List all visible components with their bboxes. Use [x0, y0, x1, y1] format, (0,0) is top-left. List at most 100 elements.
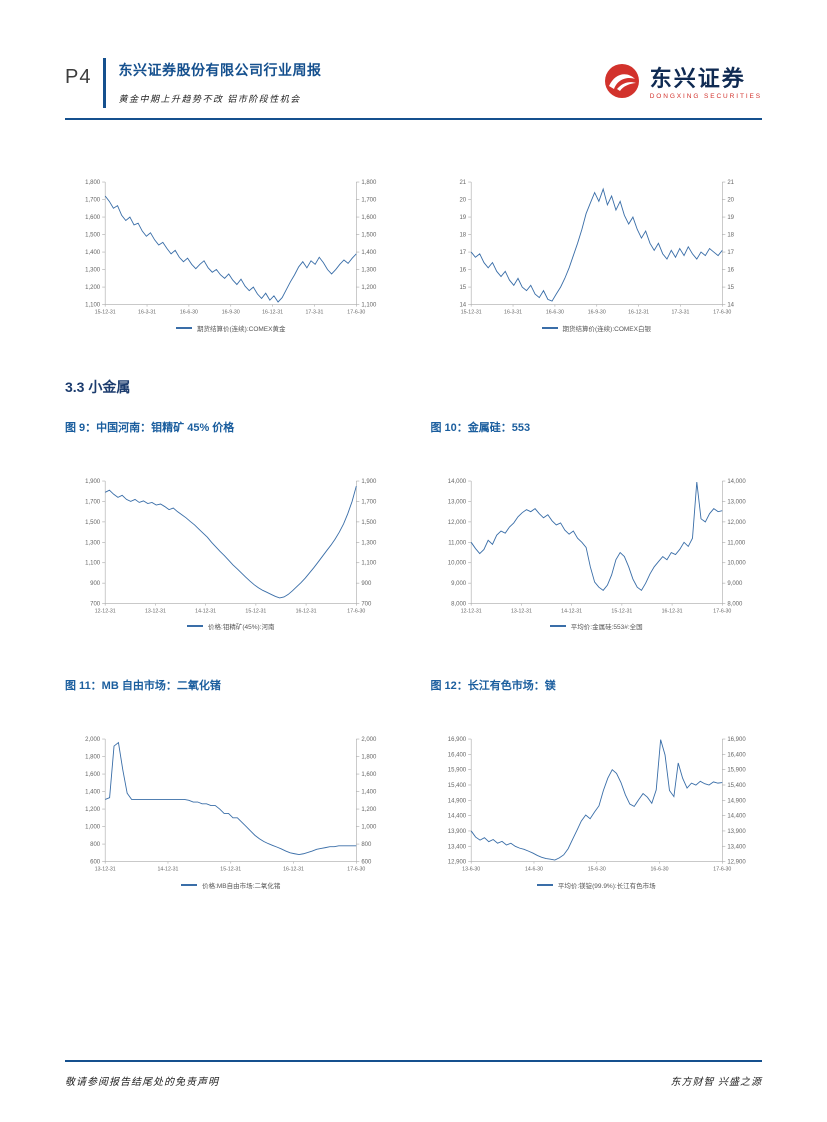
comex-silver-line-chart: 14 14 15 15 16 16 17 17 18 18 19 19 20 20 21 21 15-12-31…	[431, 174, 763, 321]
section-heading: 3.3 小金属	[65, 378, 131, 395]
svg-text:1,200: 1,200	[85, 285, 101, 291]
legend-line-icon	[549, 625, 566, 628]
footer-divider	[65, 1060, 762, 1062]
svg-text:14,400: 14,400	[447, 814, 466, 820]
svg-text:16-3-31: 16-3-31	[504, 310, 522, 316]
title-block: 东兴证券股份有限公司行业周报 黄金中期上升趋势不改 铝市阶段性机会	[118, 58, 321, 105]
figure-germanium-dioxide: 图 11：MB 自由市场：二氧化锗 600 600 800 800 1,000 1,000…	[65, 677, 397, 890]
header-accent-bar	[103, 58, 107, 108]
legend-label: 平均价:金属硅:553#:全国	[570, 624, 643, 632]
svg-text:12,900: 12,900	[727, 860, 746, 866]
svg-text:18: 18	[459, 233, 466, 239]
svg-text:700: 700	[90, 601, 101, 607]
legend-line-icon	[187, 625, 204, 628]
svg-text:17-6-30: 17-6-30	[347, 310, 365, 316]
chart-legend: 价格:MB自由市场:二氧化锗	[65, 880, 397, 890]
svg-text:1,400: 1,400	[85, 790, 101, 796]
svg-text:13,900: 13,900	[727, 829, 746, 835]
svg-text:13-12-31: 13-12-31	[510, 608, 531, 614]
svg-text:15-12-31: 15-12-31	[95, 310, 116, 316]
svg-text:1,300: 1,300	[85, 268, 101, 274]
figure-row-3: 图 11：MB 自由市场：二氧化锗 600 600 800 800 1,000 1,000…	[65, 677, 762, 890]
svg-text:17-3-31: 17-3-31	[305, 310, 323, 316]
svg-text:1,800: 1,800	[85, 180, 101, 186]
svg-text:9,000: 9,000	[451, 581, 467, 587]
svg-text:1,600: 1,600	[85, 772, 101, 778]
svg-text:600: 600	[361, 860, 372, 866]
svg-text:1,400: 1,400	[361, 250, 377, 256]
svg-text:10,000: 10,000	[727, 560, 746, 566]
header-title-group: P4 东兴证券股份有限公司行业周报 黄金中期上升趋势不改 铝市阶段性机会	[65, 58, 321, 108]
chart-legend: 期货结算价(连续):COMEX白银	[431, 323, 763, 333]
svg-text:800: 800	[361, 842, 372, 848]
svg-text:14,000: 14,000	[447, 479, 466, 485]
svg-text:17-3-31: 17-3-31	[671, 310, 689, 316]
svg-text:800: 800	[90, 842, 101, 848]
svg-text:900: 900	[361, 581, 372, 587]
svg-text:1,700: 1,700	[85, 198, 101, 204]
svg-text:1,400: 1,400	[85, 250, 101, 256]
legend-line-icon	[536, 883, 553, 886]
brand-lockup: 东兴证券 DONGXING SECURITIES	[603, 62, 762, 105]
svg-text:1,000: 1,000	[361, 825, 377, 831]
svg-text:13,000: 13,000	[447, 499, 466, 505]
svg-text:15: 15	[459, 285, 466, 291]
footer-text-row: 敬请参阅报告结尾处的免责声明 东方财智 兴盛之源	[65, 1073, 762, 1088]
svg-text:13-6-30: 13-6-30	[462, 867, 480, 873]
svg-text:11,000: 11,000	[727, 540, 746, 546]
figure-row-2: 图 9：中国河南：钼精矿 45% 价格 700 700 900 900 1,100 1,1…	[65, 419, 762, 632]
svg-text:10,000: 10,000	[447, 560, 466, 566]
svg-text:1,700: 1,700	[361, 499, 377, 505]
germanium-dioxide-line-chart: 600 600 800 800 1,000 1,000 1,200 1,200 1,400 1,4…	[65, 731, 397, 878]
legend-line-icon	[181, 883, 198, 886]
svg-text:16,400: 16,400	[727, 753, 746, 759]
svg-text:8,000: 8,000	[727, 601, 743, 607]
report-title: 东兴证券股份有限公司行业周报	[118, 62, 322, 78]
svg-text:13-12-31: 13-12-31	[95, 867, 116, 873]
dongxing-logo-icon	[603, 62, 641, 105]
svg-text:16-6-30: 16-6-30	[650, 867, 668, 873]
svg-text:13,000: 13,000	[727, 499, 746, 505]
svg-text:1,300: 1,300	[361, 268, 377, 274]
figure-caption: 图 12：长江有色市场：镁	[430, 680, 556, 693]
figure-comex-silver: 14 14 15 15 16 16 17 17 18 18 19 19 20 20 21 21 15-12-31…	[431, 174, 763, 333]
svg-text:1,300: 1,300	[361, 540, 377, 546]
page-footer: 敬请参阅报告结尾处的免责声明 东方财智 兴盛之源	[65, 1060, 762, 1088]
svg-text:16-6-30: 16-6-30	[180, 310, 198, 316]
footer-slogan: 东方财智 兴盛之源	[670, 1077, 762, 1088]
figure-magnesium: 图 12：长江有色市场：镁 12,900 12,900 13,400 13,400 13…	[431, 677, 763, 890]
svg-text:18: 18	[727, 233, 734, 239]
svg-text:13-12-31: 13-12-31	[145, 608, 166, 614]
svg-text:14-12-31: 14-12-31	[158, 867, 179, 873]
comex-gold-line-chart: 1,100 1,100 1,200 1,200 1,300 1,300 1,400 1,400…	[65, 174, 397, 321]
svg-text:14-6-30: 14-6-30	[524, 867, 542, 873]
svg-text:16-3-31: 16-3-31	[138, 310, 156, 316]
svg-text:15-12-31: 15-12-31	[460, 310, 481, 316]
legend-label: 价格:MB自由市场:二氧化锗	[202, 882, 281, 890]
svg-text:16,900: 16,900	[727, 737, 746, 743]
svg-text:17-6-30: 17-6-30	[347, 608, 365, 614]
svg-text:12-12-31: 12-12-31	[460, 608, 481, 614]
svg-text:1,500: 1,500	[85, 520, 101, 526]
figure-caption: 图 10：金属硅：553	[430, 421, 531, 434]
svg-text:16-9-30: 16-9-30	[587, 310, 605, 316]
svg-text:17-6-30: 17-6-30	[347, 867, 365, 873]
svg-text:12,900: 12,900	[447, 860, 466, 866]
svg-text:11,000: 11,000	[448, 540, 467, 546]
footer-disclaimer: 敬请参阅报告结尾处的免责声明	[65, 1077, 219, 1088]
svg-text:13,400: 13,400	[447, 845, 466, 851]
svg-text:15,900: 15,900	[447, 768, 466, 774]
svg-text:16-12-31: 16-12-31	[628, 310, 649, 316]
svg-text:1,600: 1,600	[361, 772, 377, 778]
svg-text:1,700: 1,700	[85, 499, 101, 505]
svg-text:13,400: 13,400	[727, 845, 746, 851]
brand-subtitle: DONGXING SECURITIES	[649, 92, 762, 100]
svg-text:1,700: 1,700	[361, 198, 377, 204]
svg-text:21: 21	[459, 180, 466, 186]
svg-text:12-12-31: 12-12-31	[95, 608, 116, 614]
svg-text:1,100: 1,100	[85, 303, 101, 309]
svg-text:2,000: 2,000	[361, 737, 377, 743]
svg-text:1,800: 1,800	[361, 180, 377, 186]
legend-label: 期货结算价(连续):COMEX白银	[562, 325, 651, 333]
svg-text:16-12-31: 16-12-31	[283, 867, 304, 873]
